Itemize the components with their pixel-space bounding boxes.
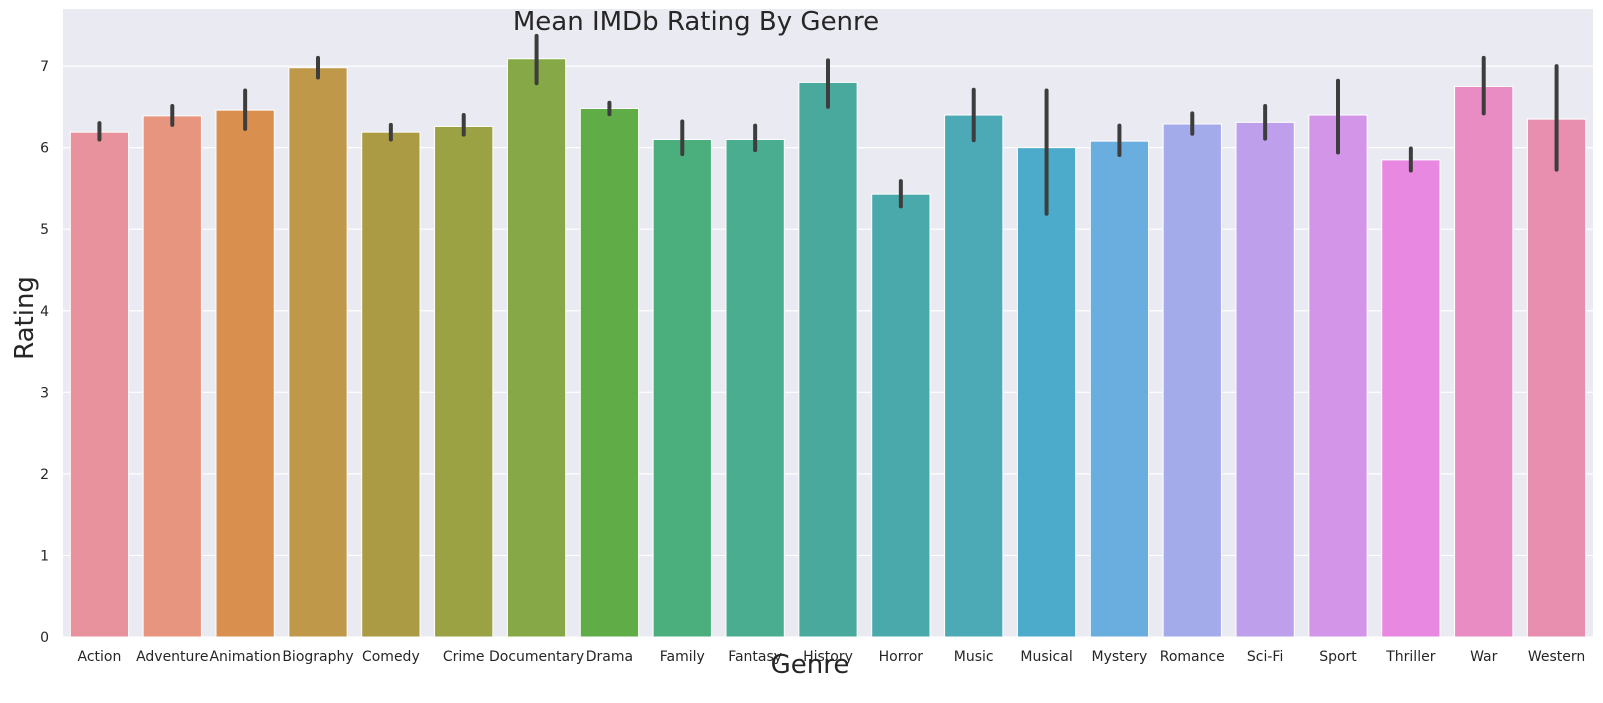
bar-documentary bbox=[506, 58, 567, 638]
bar-musical bbox=[1016, 147, 1077, 638]
chart-title: Mean IMDb Rating By Genre bbox=[513, 7, 879, 37]
x-tick-label: Drama bbox=[586, 649, 633, 665]
bar-romance bbox=[1162, 123, 1222, 638]
y-tick-label: 7 bbox=[40, 59, 49, 75]
bar-comedy bbox=[361, 131, 421, 638]
bar-western bbox=[1526, 118, 1587, 638]
x-tick-label: History bbox=[803, 649, 853, 665]
x-tick-label: Mystery bbox=[1092, 649, 1148, 665]
bar-sci-fi bbox=[1235, 121, 1295, 638]
x-tick-label: Comedy bbox=[362, 649, 420, 665]
x-tick-label: Musical bbox=[1020, 649, 1072, 665]
bar-biography bbox=[288, 67, 348, 638]
bar-thriller bbox=[1381, 159, 1441, 638]
x-tick-label: Fantasy bbox=[728, 649, 782, 665]
y-tick-label: 3 bbox=[40, 385, 49, 401]
bar-crime bbox=[434, 125, 494, 638]
x-tick-label: Horror bbox=[879, 649, 924, 665]
x-tick-label: Family bbox=[660, 649, 705, 665]
bar-music bbox=[944, 114, 1004, 638]
bar-history bbox=[798, 81, 858, 638]
x-tick-label: Adventure bbox=[136, 649, 208, 665]
x-tick-label: Thriller bbox=[1385, 649, 1435, 665]
x-tick-label: Documentary bbox=[489, 649, 584, 665]
x-tick-label: Sci-Fi bbox=[1247, 649, 1283, 665]
x-tick-label: Romance bbox=[1160, 649, 1225, 665]
y-tick-labels: 0 1 2 3 4 5 6 7 bbox=[40, 59, 49, 646]
bar-animation bbox=[215, 109, 275, 638]
x-tick-labels: Action Adventure Animation Biography Comedy C… bbox=[77, 649, 1585, 665]
x-tick-label: Action bbox=[77, 649, 121, 665]
y-tick-label: 4 bbox=[40, 304, 49, 320]
bar-drama bbox=[579, 108, 640, 638]
bar-action bbox=[69, 131, 130, 638]
bar-fantasy bbox=[725, 138, 785, 638]
bar-sport bbox=[1308, 114, 1368, 638]
error-bars-group bbox=[97, 33, 1559, 216]
x-tick-label: Animation bbox=[209, 649, 280, 665]
y-tick-label: 0 bbox=[40, 630, 49, 646]
x-axis-title: Genre bbox=[771, 650, 850, 680]
x-tick-label: Music bbox=[954, 649, 994, 665]
bar-mystery bbox=[1089, 140, 1150, 638]
bar-horror bbox=[871, 193, 931, 638]
bar-adventure bbox=[142, 115, 202, 638]
bar-family bbox=[652, 138, 712, 638]
y-axis-title: Rating bbox=[10, 276, 40, 360]
x-tick-label: Western bbox=[1528, 649, 1585, 665]
bars-group bbox=[69, 58, 1587, 638]
x-tick-label: Biography bbox=[282, 649, 353, 665]
y-tick-label: 1 bbox=[40, 548, 49, 564]
y-tick-label: 6 bbox=[40, 141, 49, 157]
y-tick-label: 2 bbox=[40, 467, 49, 483]
x-tick-label: Sport bbox=[1319, 649, 1357, 665]
y-tick-label: 5 bbox=[40, 222, 49, 238]
bar-war bbox=[1454, 85, 1514, 638]
x-tick-label: Crime bbox=[443, 649, 485, 665]
x-tick-label: War bbox=[1470, 649, 1498, 665]
